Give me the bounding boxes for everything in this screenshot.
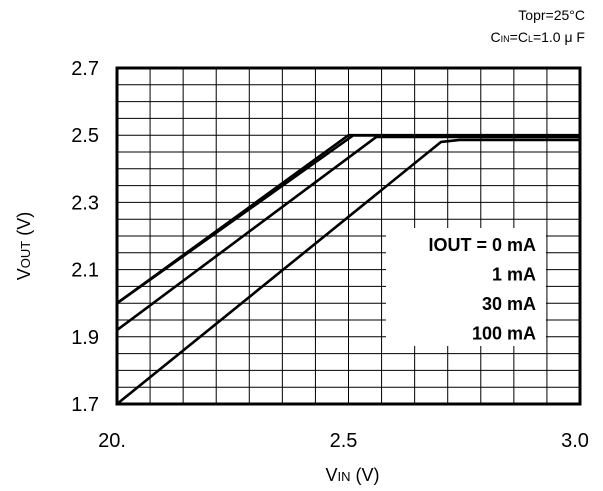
- legend-entry: 1 mA: [492, 265, 536, 285]
- legend-entry: IOUT = 0 mA: [428, 235, 536, 255]
- y-tick-label: 2.5: [71, 125, 99, 147]
- x-tick-label: 3.0: [561, 430, 589, 452]
- y-tick-label: 2.3: [71, 192, 99, 214]
- x-axis-label: VIN (V): [325, 465, 379, 485]
- x-tick-label: 2.5: [330, 430, 358, 452]
- condition-temperature: Topr=25°C: [518, 7, 585, 23]
- y-tick-label: 1.9: [71, 327, 99, 349]
- y-axis-label: VOUT (V): [14, 212, 34, 280]
- y-tick-label: 1.7: [71, 394, 99, 416]
- plot-frame: [115, 66, 582, 406]
- legend-entry: 100 mA: [472, 324, 536, 344]
- condition-capacitance: CIN=CL=1.0 μ F: [490, 29, 585, 45]
- y-tick-label: 2.1: [71, 260, 99, 282]
- series-line-3: [116, 138, 580, 406]
- legend-entry: 30 mA: [482, 294, 536, 314]
- legend-background: [386, 228, 546, 346]
- y-tick-label: 2.7: [71, 58, 99, 80]
- series-line-1: [116, 134, 580, 305]
- series-line-2: [116, 135, 580, 332]
- x-tick-label: 20.: [98, 430, 126, 452]
